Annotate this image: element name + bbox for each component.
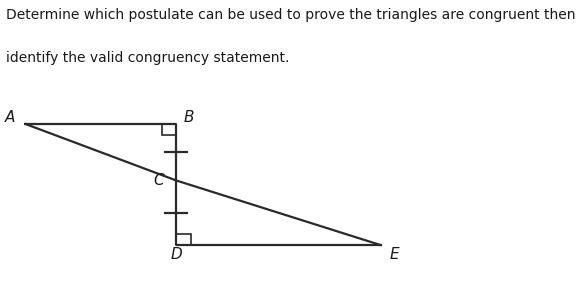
Bar	[161, 124, 176, 135]
Bar	[176, 234, 191, 245]
Text: C: C	[154, 173, 164, 188]
Text: D: D	[170, 247, 182, 262]
Text: identify the valid congruency statement.: identify the valid congruency statement.	[6, 51, 289, 65]
Text: A: A	[5, 110, 15, 125]
Text: Determine which postulate can be used to prove the triangles are congruent then: Determine which postulate can be used to…	[6, 8, 575, 23]
Text: E: E	[389, 247, 399, 262]
Text: B: B	[183, 110, 194, 125]
